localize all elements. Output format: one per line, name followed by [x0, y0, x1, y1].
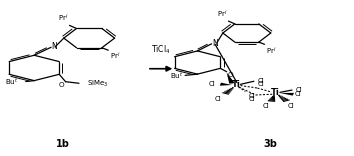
Text: Cl: Cl — [258, 78, 265, 84]
Text: TiCl$_4$: TiCl$_4$ — [152, 44, 171, 56]
Text: O: O — [58, 82, 64, 88]
Text: N: N — [212, 39, 218, 48]
Text: Cl: Cl — [296, 87, 302, 93]
Text: Bu$^t$: Bu$^t$ — [170, 70, 183, 81]
Polygon shape — [227, 73, 235, 84]
Text: Cl: Cl — [209, 81, 215, 87]
Text: Cl: Cl — [288, 103, 295, 109]
Polygon shape — [280, 93, 294, 96]
Text: Ti: Ti — [232, 80, 241, 89]
Text: N: N — [51, 42, 57, 51]
Text: Cl: Cl — [262, 103, 269, 109]
Text: SiMe$_3$: SiMe$_3$ — [87, 78, 108, 89]
Text: O: O — [227, 72, 233, 78]
Text: Pr$^i$: Pr$^i$ — [58, 13, 68, 24]
Polygon shape — [220, 83, 232, 86]
Text: Cl: Cl — [258, 81, 265, 87]
Text: Cl: Cl — [215, 96, 222, 102]
Text: Cl: Cl — [248, 96, 255, 102]
Text: Pr$^i$: Pr$^i$ — [110, 51, 120, 62]
Text: Pr$^i$: Pr$^i$ — [217, 9, 227, 20]
Text: 1b: 1b — [56, 139, 69, 149]
Text: 3b: 3b — [263, 139, 278, 149]
Text: Pr$^i$: Pr$^i$ — [266, 45, 276, 56]
Text: Bu$^t$: Bu$^t$ — [5, 76, 19, 87]
Text: Cl: Cl — [295, 91, 302, 97]
Text: Cl: Cl — [248, 93, 255, 99]
Text: Ti: Ti — [271, 88, 280, 98]
